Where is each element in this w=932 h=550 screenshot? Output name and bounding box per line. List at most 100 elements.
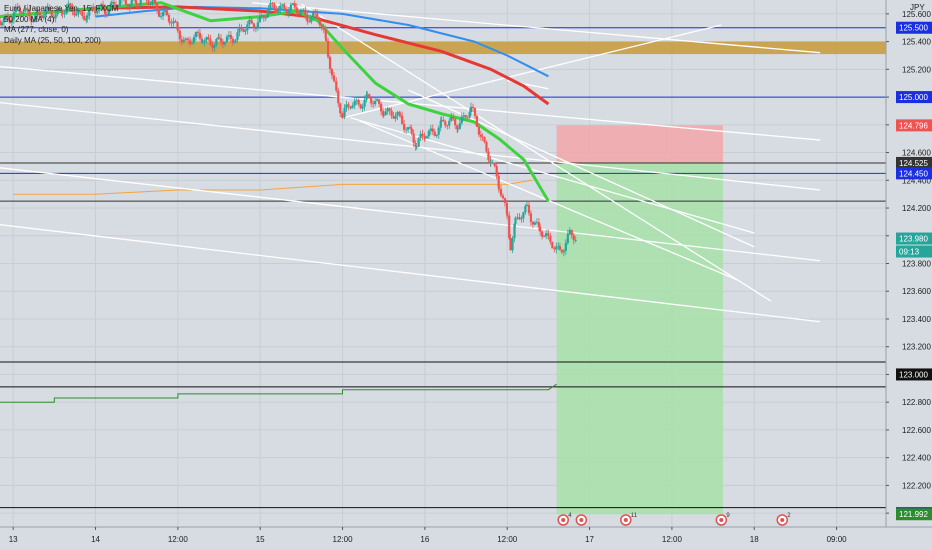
candle-body[interactable] [105,13,109,15]
candle-body[interactable] [65,7,68,14]
candle-body[interactable] [520,218,523,220]
candle-body[interactable] [48,7,51,11]
candle-body[interactable] [246,24,249,31]
candle-body[interactable] [130,0,133,5]
candle-body[interactable] [275,8,278,13]
candle-body[interactable] [310,16,313,23]
candle-body[interactable] [16,7,19,9]
price-axis-panel[interactable] [886,0,932,550]
candle-body[interactable] [444,121,447,126]
candle-body[interactable] [403,123,406,130]
price-tag[interactable] [896,232,932,245]
candle-body[interactable] [114,4,118,8]
candle-body[interactable] [297,12,300,15]
candle-body[interactable] [368,94,371,99]
candle-body[interactable] [149,4,152,5]
candle-body[interactable] [527,204,531,214]
candle-body[interactable] [50,10,53,17]
candle-body[interactable] [22,11,25,14]
candle-body[interactable] [477,126,481,135]
candle-body[interactable] [168,21,171,23]
candle-body[interactable] [291,3,294,5]
candle-body[interactable] [154,0,157,4]
candle-body[interactable] [333,80,336,82]
candle-body[interactable] [176,22,179,30]
candle-body[interactable] [299,11,302,15]
candle-body[interactable] [192,36,196,43]
candle-body[interactable] [562,250,565,253]
candle-body[interactable] [425,136,428,139]
candle-body[interactable] [109,3,113,9]
candle-body[interactable] [343,108,346,118]
candle-body[interactable] [460,116,463,124]
candle-body[interactable] [487,151,490,161]
candle-body[interactable] [190,42,194,44]
candle-body[interactable] [139,0,142,6]
candle-body[interactable] [58,9,61,11]
candle-body[interactable] [135,2,138,5]
candle-body[interactable] [273,3,276,9]
candle-body[interactable] [242,28,245,32]
candle-body[interactable] [439,120,442,128]
candle-body[interactable] [279,5,282,11]
candle-body[interactable] [351,105,354,108]
candle-body[interactable] [503,198,507,203]
candle-body[interactable] [330,69,334,76]
candle-body[interactable] [283,8,287,10]
candle-body[interactable] [405,129,408,131]
candle-body[interactable] [244,30,247,32]
candle-body[interactable] [44,9,47,16]
candle-body[interactable] [541,231,544,237]
candle-body[interactable] [256,22,259,29]
candle-body[interactable] [533,222,536,225]
candle-body[interactable] [163,10,167,12]
candle-body[interactable] [184,38,188,40]
candle-body[interactable] [60,9,63,13]
candle-body[interactable] [414,142,417,148]
candle-body[interactable] [568,229,571,234]
candle-body[interactable] [54,14,57,19]
candle-body[interactable] [406,127,410,130]
candle-body[interactable] [446,125,449,127]
candle-body[interactable] [468,112,471,118]
candle-body[interactable] [186,38,190,41]
candle-body[interactable] [516,217,519,218]
candle-body[interactable] [357,100,360,105]
candle-body[interactable] [266,11,269,18]
candle-body[interactable] [178,30,181,40]
candle-body[interactable] [339,103,342,114]
candle-body[interactable] [289,4,292,11]
candle-body[interactable] [213,44,216,48]
candle-body[interactable] [316,13,319,18]
candle-body[interactable] [217,37,221,39]
trend-line[interactable] [251,2,821,54]
candle-body[interactable] [101,4,105,9]
candle-body[interactable] [124,0,127,5]
trend-line[interactable] [301,3,772,302]
candle-body[interactable] [61,12,64,15]
candle-body[interactable] [128,4,131,8]
candle-body[interactable] [110,2,114,4]
candle-body[interactable] [229,34,232,39]
price-tag[interactable] [896,119,932,132]
candle-body[interactable] [454,119,457,126]
candle-body[interactable] [306,15,309,22]
candle-body[interactable] [458,123,461,129]
candle-body[interactable] [30,16,33,22]
candle-body[interactable] [471,106,475,109]
candle-body[interactable] [372,103,375,105]
price-tag[interactable] [896,368,932,381]
candle-body[interactable] [69,3,72,6]
candle-body[interactable] [320,24,323,27]
candle-body[interactable] [415,146,418,148]
candle-body[interactable] [285,9,288,14]
candle-body[interactable] [240,27,243,29]
candle-body[interactable] [67,3,70,8]
take-profit-zone[interactable] [556,162,723,515]
candle-body[interactable] [376,99,379,101]
candle-body[interactable] [491,162,494,164]
candle-body[interactable] [370,98,373,104]
candle-body[interactable] [379,103,383,112]
candle-body[interactable] [408,127,412,129]
candle-body[interactable] [345,104,348,109]
